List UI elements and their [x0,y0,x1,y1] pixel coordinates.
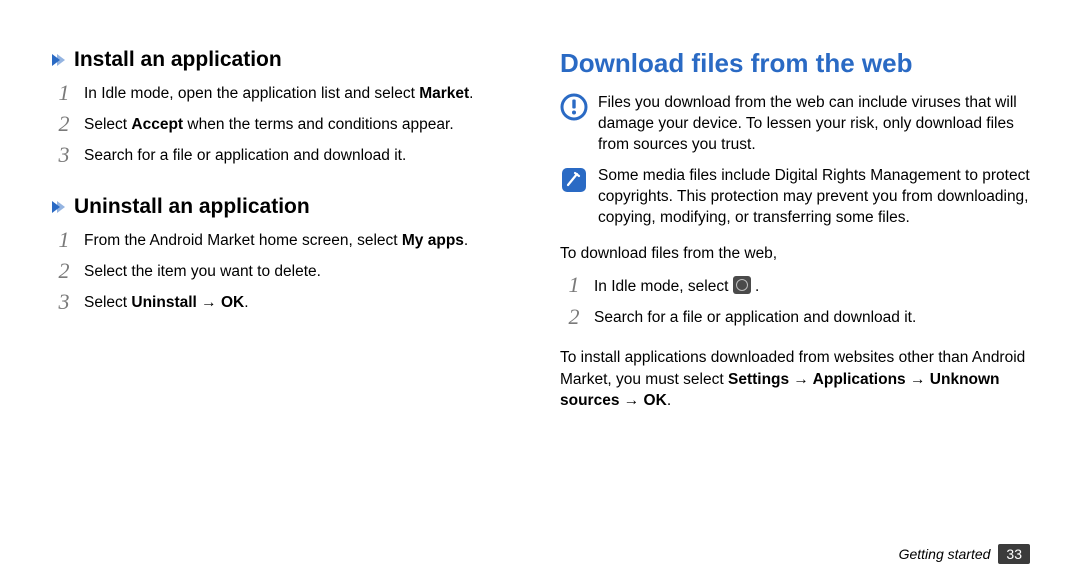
list-item: 1 From the Android Market home screen, s… [50,229,520,252]
note-text: Some media files include Digital Rights … [598,166,1030,229]
step-text: In Idle mode, open the application list … [84,82,473,105]
step-text: Search for a file or application and dow… [84,144,406,167]
install-title: Install an application [74,48,282,72]
list-item: 2 Select the item you want to delete. [50,260,520,283]
footer-section: Getting started [899,546,991,562]
list-item: 3 Search for a file or application and d… [50,144,520,167]
note-callout: Some media files include Digital Rights … [560,166,1030,229]
step-number: 1 [54,82,74,104]
step-number: 3 [54,291,74,313]
step-text: From the Android Market home screen, sel… [84,229,468,252]
browser-icon [733,276,751,294]
download-outro: To install applications downloaded from … [560,347,1030,412]
list-item: 1 In Idle mode, open the application lis… [50,82,520,105]
warning-text: Files you download from the web can incl… [598,93,1030,156]
step-number: 1 [564,274,584,296]
footer-page-number: 33 [998,544,1030,564]
install-heading: Install an application [50,48,520,72]
uninstall-heading: Uninstall an application [50,195,520,219]
list-item: 3 Select Uninstall → OK. [50,291,520,314]
right-column: Download files from the web Files you do… [560,48,1030,422]
download-intro: To download files from the web, [560,243,1030,265]
step-number: 2 [564,306,584,328]
download-steps: 1 In Idle mode, select . 2 Search for a … [560,274,1030,329]
page-footer: Getting started 33 [899,544,1030,564]
step-number: 2 [54,260,74,282]
step-text: Select the item you want to delete. [84,260,321,283]
note-icon [560,166,588,194]
step-text: Select Accept when the terms and conditi… [84,113,454,136]
step-number: 1 [54,229,74,251]
uninstall-title: Uninstall an application [74,195,310,219]
list-item: 2 Search for a file or application and d… [560,306,1030,329]
list-item: 2 Select Accept when the terms and condi… [50,113,520,136]
list-item: 1 In Idle mode, select . [560,274,1030,298]
step-number: 2 [54,113,74,135]
warning-icon [560,93,588,121]
step-text: In Idle mode, select . [594,274,759,298]
chevron-icon [50,52,66,68]
warning-callout: Files you download from the web can incl… [560,93,1030,156]
uninstall-steps: 1 From the Android Market home screen, s… [50,229,520,314]
step-text: Select Uninstall → OK. [84,291,249,314]
step-text: Search for a file or application and dow… [594,306,916,329]
download-title: Download files from the web [560,48,1030,79]
left-column: Install an application 1 In Idle mode, o… [50,48,520,422]
step-number: 3 [54,144,74,166]
chevron-icon [50,199,66,215]
install-steps: 1 In Idle mode, open the application lis… [50,82,520,167]
